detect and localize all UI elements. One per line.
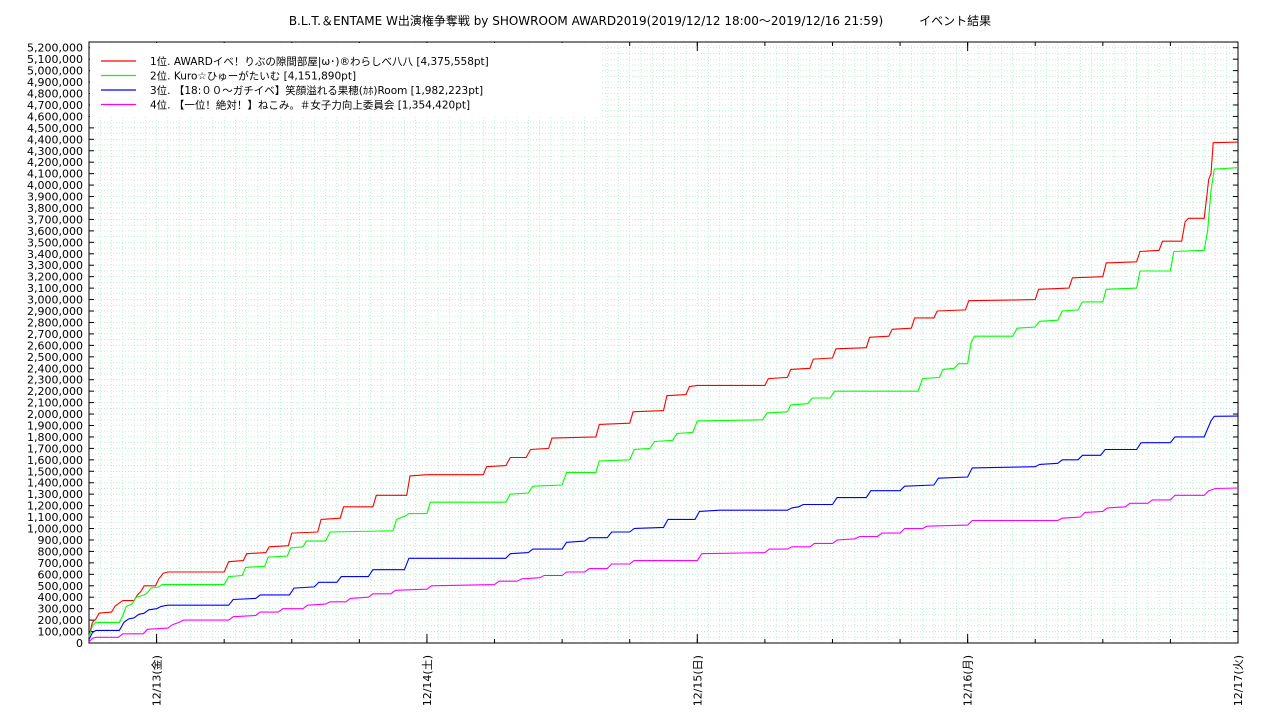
series-line-2 [88,167,1239,638]
y-tick-label: 700,000 [38,557,84,570]
legend-box [90,43,602,117]
y-tick-label: 3,500,000 [27,236,83,249]
y-tick-label: 2,000,000 [27,408,83,421]
y-tick-label: 500,000 [38,580,84,593]
legend-label-2: 2位. Kuro☆ひゅーがたいむ [4,151,890pt] [150,70,356,83]
y-tick-label: 1,900,000 [27,419,83,432]
y-tick-label: 400,000 [38,591,84,604]
y-tick-label: 3,700,000 [27,213,83,226]
x-tick-label: 12/16(月) [962,655,975,706]
y-tick-label: 1,200,000 [27,500,83,513]
y-tick-label: 5,100,000 [27,53,83,66]
y-tick-label: 3,600,000 [27,225,83,238]
y-tick-label: 4,900,000 [27,76,83,89]
y-tick-label: 1,800,000 [27,431,83,444]
y-tick-label: 2,100,000 [27,397,83,410]
y-tick-label: 200,000 [38,614,84,627]
y-tick-label: 3,800,000 [27,202,83,215]
y-tick-label: 3,900,000 [27,191,83,204]
y-tick-label: 3,000,000 [27,294,83,307]
x-tick-label: 12/14(土) [421,655,434,706]
y-tick-label: 3,400,000 [27,248,83,261]
x-tick-label: 12/15(日) [691,655,704,706]
y-tick-label: 4,700,000 [27,99,83,112]
y-tick-label: 4,100,000 [27,168,83,181]
y-tick-label: 2,300,000 [27,374,83,387]
series-line-4 [88,487,1239,643]
y-tick-label: 4,800,000 [27,88,83,101]
x-tick-label: 12/17(火) [1232,655,1245,706]
y-tick-label: 4,500,000 [27,122,83,135]
y-tick-label: 3,300,000 [27,259,83,272]
y-tick-label: 1,500,000 [27,465,83,478]
y-tick-label: 1,600,000 [27,454,83,467]
legend-label-3: 3位. 【18:００～ガチイベ】笑顔溢れる果穂(ｶﾎ)Room [1,982,2… [150,84,483,97]
series-line-1 [88,141,1239,637]
y-tick-label: 4,300,000 [27,145,83,158]
plot-border [88,41,1239,644]
y-tick-label: 5,000,000 [27,65,83,78]
y-tick-label: 4,400,000 [27,133,83,146]
y-tick-label: 900,000 [38,534,84,547]
y-tick-label: 1,700,000 [27,442,83,455]
y-tick-label: 100,000 [38,626,84,639]
x-tick-label: 12/13(金) [150,655,164,706]
y-tick-label: 1,400,000 [27,477,83,490]
y-tick-label: 2,400,000 [27,362,83,375]
y-tick-label: 2,700,000 [27,328,83,341]
y-tick-label: 600,000 [38,568,84,581]
series-line-3 [88,415,1239,640]
y-tick-label: 4,600,000 [27,110,83,123]
y-tick-label: 2,200,000 [27,385,83,398]
y-tick-label: 0 [76,637,83,650]
y-tick-label: 4,200,000 [27,156,83,169]
y-tick-label: 300,000 [38,603,84,616]
y-tick-label: 2,500,000 [27,351,83,364]
chart-title: B.L.T.＆ENTAME W出演権争奪戦 by SHOWROOM AWARD2… [288,14,992,28]
y-tick-label: 800,000 [38,545,84,558]
y-tick-label: 2,900,000 [27,305,83,318]
y-tick-label: 3,200,000 [27,271,83,284]
y-tick-label: 1,100,000 [27,511,83,524]
y-tick-label: 1,300,000 [27,488,83,501]
legend-label-1: 1位. AWARDイベ！りぶの隙間部屋|ω･)®わらしべ八八 [4,375,55… [150,55,489,68]
legend-label-4: 4位. 【一位！絶対！】ねこみ。＃女子力向上委員会 [1,354,420pt] [150,99,470,112]
y-tick-label: 2,600,000 [27,339,83,352]
y-tick-label: 2,800,000 [27,316,83,329]
y-tick-label: 3,100,000 [27,282,83,295]
grid [88,41,1239,644]
y-tick-label: 5,200,000 [27,42,83,55]
y-tick-label: 4,000,000 [27,179,83,192]
y-tick-label: 1,000,000 [27,523,83,536]
